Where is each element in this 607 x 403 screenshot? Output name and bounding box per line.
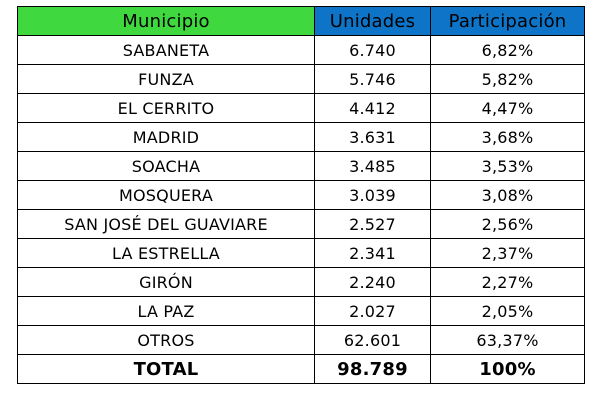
- cell-municipio: MOSQUERA: [17, 180, 315, 210]
- cell-municipio: SABANETA: [17, 35, 315, 65]
- table-row: MADRID 3.631 3,68%: [17, 122, 585, 152]
- cell-participacion: 2,05%: [430, 296, 585, 326]
- header-municipio: Municipio: [17, 6, 315, 36]
- cell-unidades: 62.601: [314, 325, 431, 355]
- total-row: TOTAL 98.789 100%: [17, 354, 585, 384]
- cell-participacion: 2,56%: [430, 209, 585, 239]
- cell-unidades: 3.039: [314, 180, 431, 210]
- cell-unidades: 3.485: [314, 151, 431, 181]
- table-header-row: Municipio Unidades Participación: [17, 6, 585, 36]
- cell-municipio: LA ESTRELLA: [17, 238, 315, 268]
- cell-unidades: 3.631: [314, 122, 431, 152]
- cell-unidades: 2.240: [314, 267, 431, 297]
- table-row: SOACHA 3.485 3,53%: [17, 151, 585, 181]
- cell-participacion: 4,47%: [430, 93, 585, 123]
- cell-municipio: LA PAZ: [17, 296, 315, 326]
- cell-unidades: 2.341: [314, 238, 431, 268]
- table-row: EL CERRITO 4.412 4,47%: [17, 93, 585, 123]
- cell-participacion: 3,08%: [430, 180, 585, 210]
- total-unidades: 98.789: [314, 354, 431, 384]
- header-unidades: Unidades: [314, 6, 431, 36]
- cell-municipio: EL CERRITO: [17, 93, 315, 123]
- cell-participacion: 3,53%: [430, 151, 585, 181]
- table-row: GIRÓN 2.240 2,27%: [17, 267, 585, 297]
- cell-participacion: 2,37%: [430, 238, 585, 268]
- cell-participacion: 6,82%: [430, 35, 585, 65]
- cell-participacion: 2,27%: [430, 267, 585, 297]
- cell-unidades: 5.746: [314, 64, 431, 94]
- cell-participacion: 5,82%: [430, 64, 585, 94]
- table-row: LA ESTRELLA 2.341 2,37%: [17, 238, 585, 268]
- cell-municipio: SAN JOSÉ DEL GUAVIARE: [17, 209, 315, 239]
- cell-unidades: 2.027: [314, 296, 431, 326]
- total-label: TOTAL: [17, 354, 315, 384]
- cell-unidades: 4.412: [314, 93, 431, 123]
- cell-municipio: SOACHA: [17, 151, 315, 181]
- table-row: MOSQUERA 3.039 3,08%: [17, 180, 585, 210]
- cell-municipio: GIRÓN: [17, 267, 315, 297]
- header-participacion: Participación: [430, 6, 585, 36]
- cell-unidades: 2.527: [314, 209, 431, 239]
- cell-participacion: 63,37%: [430, 325, 585, 355]
- table-row: FUNZA 5.746 5,82%: [17, 64, 585, 94]
- cell-unidades: 6.740: [314, 35, 431, 65]
- table-row: SAN JOSÉ DEL GUAVIARE 2.527 2,56%: [17, 209, 585, 239]
- table-row: OTROS 62.601 63,37%: [17, 325, 585, 355]
- cell-municipio: FUNZA: [17, 64, 315, 94]
- cell-municipio: MADRID: [17, 122, 315, 152]
- table-row: SABANETA 6.740 6,82%: [17, 35, 585, 65]
- table-row: LA PAZ 2.027 2,05%: [17, 296, 585, 326]
- cell-participacion: 3,68%: [430, 122, 585, 152]
- cell-municipio: OTROS: [17, 325, 315, 355]
- municipios-table: Municipio Unidades Participación SABANET…: [17, 6, 585, 384]
- total-participacion: 100%: [430, 354, 585, 384]
